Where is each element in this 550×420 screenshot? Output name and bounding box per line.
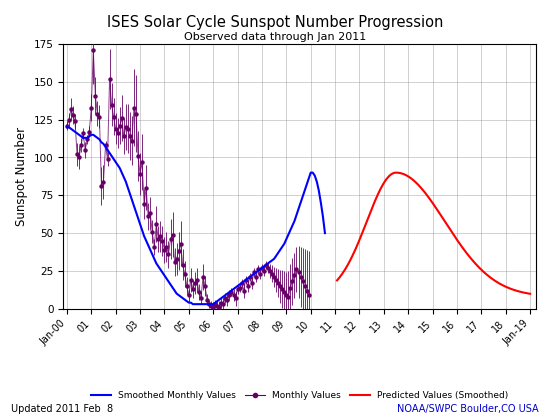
Text: ISES Solar Cycle Sunspot Number Progression: ISES Solar Cycle Sunspot Number Progress… <box>107 15 443 30</box>
Legend: Smoothed Monthly Values, Monthly Values, Predicted Values (Smoothed): Smoothed Monthly Values, Monthly Values,… <box>87 387 512 404</box>
Text: Updated 2011 Feb  8: Updated 2011 Feb 8 <box>11 404 113 414</box>
Text: NOAA/SWPC Boulder,CO USA: NOAA/SWPC Boulder,CO USA <box>397 404 539 414</box>
Y-axis label: Sunspot Number: Sunspot Number <box>15 127 28 226</box>
Text: Observed data through Jan 2011: Observed data through Jan 2011 <box>184 32 366 42</box>
